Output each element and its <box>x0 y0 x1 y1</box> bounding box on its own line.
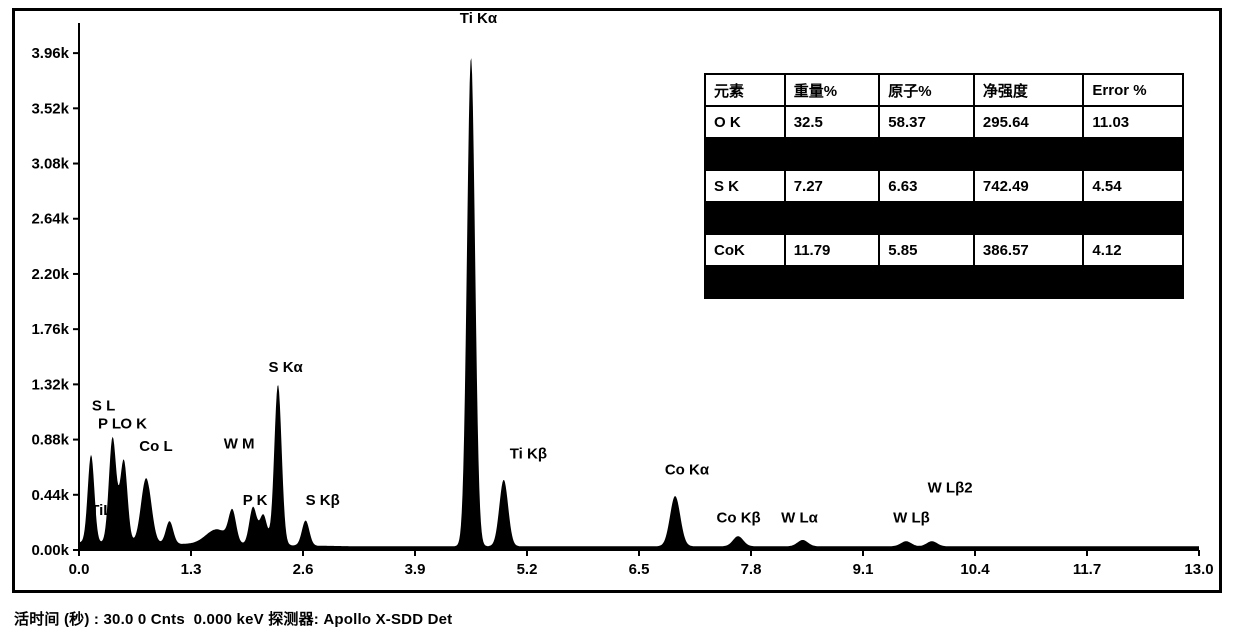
table-cell: 295.64 <box>974 106 1084 138</box>
peak-label: Co Kβ <box>717 509 761 526</box>
svg-text:3.96k: 3.96k <box>31 45 69 62</box>
table-cell <box>705 266 785 298</box>
svg-text:3.08k: 3.08k <box>31 156 69 173</box>
svg-text:7.8: 7.8 <box>741 561 762 578</box>
table-cell <box>974 266 1084 298</box>
peak-label: Ti Kβ <box>510 445 547 462</box>
peak-label: W M <box>224 435 255 452</box>
table-cell <box>974 138 1084 170</box>
table-cell <box>705 138 785 170</box>
table-cell: 11.03 <box>1083 106 1183 138</box>
table-header: 重量% <box>785 74 880 106</box>
table-cell <box>974 202 1084 234</box>
svg-text:13.0: 13.0 <box>1184 561 1213 578</box>
svg-text:3.52k: 3.52k <box>31 100 69 117</box>
table-cell <box>785 266 880 298</box>
peak-label: S Kβ <box>306 492 340 509</box>
peak-label: Co L <box>139 438 172 455</box>
table-cell: 7.27 <box>785 170 880 202</box>
table-cell: CoK <box>705 234 785 266</box>
footer-caption: 活时间 (秒) : 30.0 0 Cnts 0.000 keV 探测器: Apo… <box>14 608 452 629</box>
table-header: 原子% <box>879 74 974 106</box>
table-header: 元素 <box>705 74 785 106</box>
svg-text:11.7: 11.7 <box>1073 561 1101 578</box>
table-cell <box>705 202 785 234</box>
svg-text:1.32k: 1.32k <box>31 376 69 393</box>
svg-text:6.5: 6.5 <box>629 561 650 578</box>
table-row <box>705 138 1183 170</box>
peak-label: P K <box>243 492 268 509</box>
table-cell: 58.37 <box>879 106 974 138</box>
peak-label: W Lβ <box>893 509 930 526</box>
peak-label: P L <box>98 415 121 432</box>
peak-label: W Lα <box>781 509 818 526</box>
svg-text:10.4: 10.4 <box>960 561 990 578</box>
svg-text:2.6: 2.6 <box>293 561 314 578</box>
table-header: Error % <box>1083 74 1183 106</box>
table-cell: S K <box>705 170 785 202</box>
peak-label: S Kα <box>269 359 304 376</box>
peak-label: O K <box>120 415 147 432</box>
table-cell: 32.5 <box>785 106 880 138</box>
peak-label: Co Kα <box>665 462 710 479</box>
table-cell <box>1083 138 1183 170</box>
table-cell: 11.79 <box>785 234 880 266</box>
table-cell: O K <box>705 106 785 138</box>
chart-frame: 0.0 1.3 2.6 3.9 5.2 6.5 7.8 9.1 10.4 11.7 13.0 0.00… <box>12 8 1222 593</box>
peak-label: S L <box>92 398 115 415</box>
table-row <box>705 202 1183 234</box>
svg-text:0.00k: 0.00k <box>31 542 69 559</box>
svg-text:0.88k: 0.88k <box>31 432 69 449</box>
table-row: S K7.276.63742.494.54 <box>705 170 1183 202</box>
table-header: 净强度 <box>974 74 1084 106</box>
table-cell <box>1083 266 1183 298</box>
table-row: O K32.558.37295.6411.03 <box>705 106 1183 138</box>
table-cell: 6.63 <box>879 170 974 202</box>
table-cell <box>879 266 974 298</box>
element-table: 元素重量%原子%净强度Error % O K32.558.37295.6411.… <box>704 73 1184 299</box>
svg-text:0.44k: 0.44k <box>31 487 69 504</box>
svg-text:5.2: 5.2 <box>517 561 538 578</box>
svg-text:3.9: 3.9 <box>405 561 426 578</box>
svg-text:2.20k: 2.20k <box>31 266 69 283</box>
table-cell <box>785 202 880 234</box>
table-row <box>705 266 1183 298</box>
svg-text:1.76k: 1.76k <box>31 321 69 338</box>
table-row: CoK11.795.85386.574.12 <box>705 234 1183 266</box>
table-cell <box>879 202 974 234</box>
svg-text:0.0: 0.0 <box>69 561 90 578</box>
table-cell: 742.49 <box>974 170 1084 202</box>
peak-label: W Lβ2 <box>928 479 973 496</box>
table-cell: 4.12 <box>1083 234 1183 266</box>
svg-text:9.1: 9.1 <box>853 561 874 578</box>
table-cell: 5.85 <box>879 234 974 266</box>
table-cell <box>785 138 880 170</box>
table-cell: 386.57 <box>974 234 1084 266</box>
svg-text:1.3: 1.3 <box>181 561 202 578</box>
table-cell <box>879 138 974 170</box>
peak-label: Ti Kα <box>460 11 498 27</box>
table-cell <box>1083 202 1183 234</box>
table-cell: 4.54 <box>1083 170 1183 202</box>
svg-text:2.64k: 2.64k <box>31 211 69 228</box>
peak-label: TiL <box>90 502 112 519</box>
